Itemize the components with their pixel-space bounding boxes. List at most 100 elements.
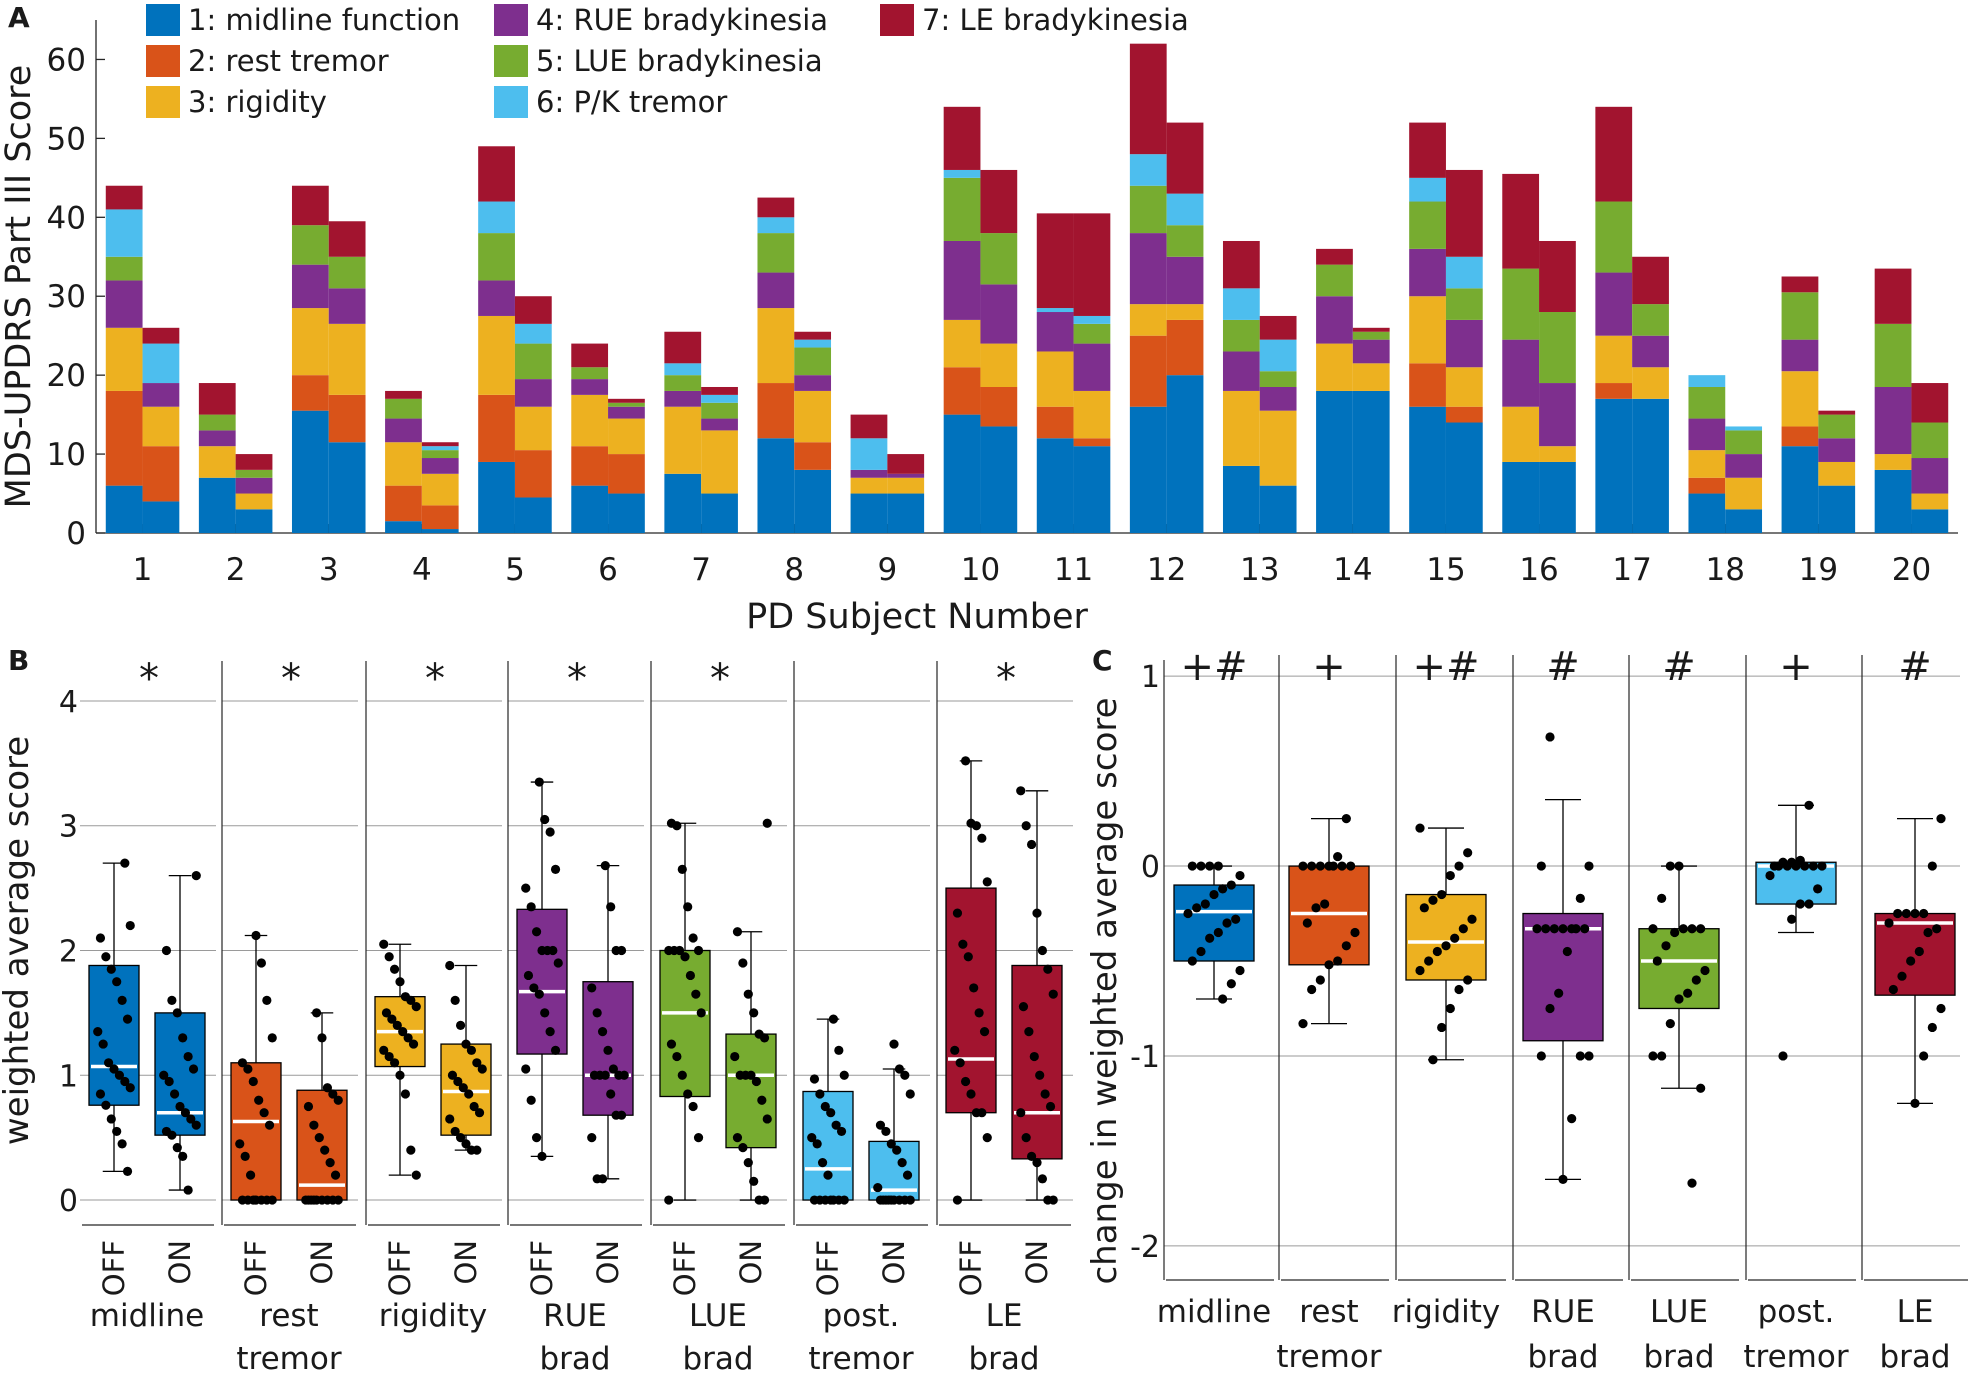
data-point <box>534 777 544 787</box>
bar-segment <box>1409 296 1446 364</box>
data-point <box>472 1058 482 1068</box>
data-point <box>955 1058 965 1068</box>
data-point <box>683 1089 693 1099</box>
data-point <box>243 1064 253 1074</box>
data-point <box>1584 1051 1594 1061</box>
data-point <box>180 1108 191 1118</box>
bar-segment <box>478 280 515 316</box>
data-point <box>529 983 539 993</box>
data-point <box>408 1039 419 1049</box>
x-tick-label-subject: 20 <box>1892 552 1931 588</box>
bar-segment <box>198 414 236 431</box>
data-point <box>1018 1002 1029 1012</box>
bar-segment <box>571 343 609 368</box>
data-point <box>328 1089 338 1099</box>
bar-segment <box>1073 213 1111 316</box>
bar-segment <box>1539 446 1576 462</box>
bar-segment <box>1316 264 1353 297</box>
data-point <box>303 1101 314 1112</box>
data-point <box>1324 960 1334 970</box>
data-point <box>545 1027 555 1037</box>
legend-swatch <box>494 86 528 118</box>
data-point <box>614 1070 624 1080</box>
data-point <box>1441 941 1451 951</box>
data-point <box>1778 1051 1788 1061</box>
bar-segment <box>514 450 552 498</box>
bar-segment <box>943 169 981 178</box>
data-point <box>1567 1114 1577 1124</box>
data-point <box>881 1126 891 1137</box>
data-point <box>256 958 267 968</box>
bar-segment <box>235 477 273 494</box>
data-point <box>1213 927 1223 938</box>
bar-segment <box>757 233 795 273</box>
data-point <box>333 1095 343 1105</box>
data-point <box>1791 861 1801 871</box>
data-point <box>178 1033 188 1043</box>
data-point <box>267 1033 277 1043</box>
bar-segment <box>1129 335 1167 407</box>
data-point <box>1454 984 1464 995</box>
data-point <box>1687 1178 1697 1188</box>
data-point <box>900 1070 910 1080</box>
bar-segment <box>1539 240 1576 313</box>
data-point <box>757 1095 767 1105</box>
bar-segment <box>1409 363 1446 407</box>
y-tick-label-a: 0 <box>66 516 86 552</box>
bar-segment <box>142 327 180 344</box>
x-tick-label-on: ON <box>734 1240 768 1285</box>
bar-segment <box>514 343 552 380</box>
bar-segment <box>105 185 143 210</box>
legend-swatch <box>146 86 180 118</box>
data-point <box>1016 1108 1026 1118</box>
bar-segment <box>1595 106 1633 202</box>
data-point <box>828 1195 839 1205</box>
data-point <box>960 756 971 766</box>
data-point <box>389 1058 400 1068</box>
data-point <box>1196 946 1206 957</box>
bar-segment <box>1595 201 1633 273</box>
data-point <box>1350 927 1360 938</box>
bar-segment <box>328 442 366 533</box>
data-point <box>897 1158 907 1168</box>
bar-segment <box>608 402 645 407</box>
data-point <box>455 1020 466 1030</box>
data-point <box>762 1114 772 1124</box>
bar-segment <box>478 146 515 202</box>
bar-segment <box>142 501 180 533</box>
data-point <box>98 1039 108 1049</box>
data-point <box>1231 914 1241 924</box>
bar-segment <box>1166 256 1204 305</box>
data-point <box>1888 984 1898 995</box>
bar-segment <box>421 473 459 506</box>
bar-segment <box>328 221 366 257</box>
data-point <box>1670 927 1680 938</box>
bar-segment <box>1129 154 1167 186</box>
data-point <box>1906 956 1916 966</box>
bar-segment <box>794 469 832 533</box>
y-tick-label-b: 4 <box>59 685 78 720</box>
bar-segment <box>291 375 329 411</box>
data-point <box>823 1170 833 1180</box>
bar-segment <box>1911 493 1949 510</box>
y-tick-label-a: 50 <box>47 121 86 157</box>
x-tick-label-off: OFF <box>525 1240 559 1296</box>
data-point <box>1226 979 1236 989</box>
bar-segment <box>608 493 645 533</box>
data-point <box>122 1166 133 1176</box>
data-point <box>688 933 698 943</box>
data-point <box>1415 965 1425 976</box>
x-tick-label-subject: 19 <box>1799 552 1838 588</box>
bar-segment <box>1036 312 1074 352</box>
bar-segment <box>1352 390 1390 533</box>
bar-segment <box>701 386 738 395</box>
data-point <box>1919 908 1929 919</box>
data-point <box>1445 1003 1455 1014</box>
box <box>725 1033 777 1149</box>
y-axis-title-b: weighted average score <box>0 736 37 1145</box>
data-point <box>1235 870 1245 881</box>
data-point <box>680 952 690 962</box>
significance-mark: # <box>1662 644 1696 690</box>
data-point <box>1346 861 1356 871</box>
group-label: brad <box>1879 1339 1950 1375</box>
